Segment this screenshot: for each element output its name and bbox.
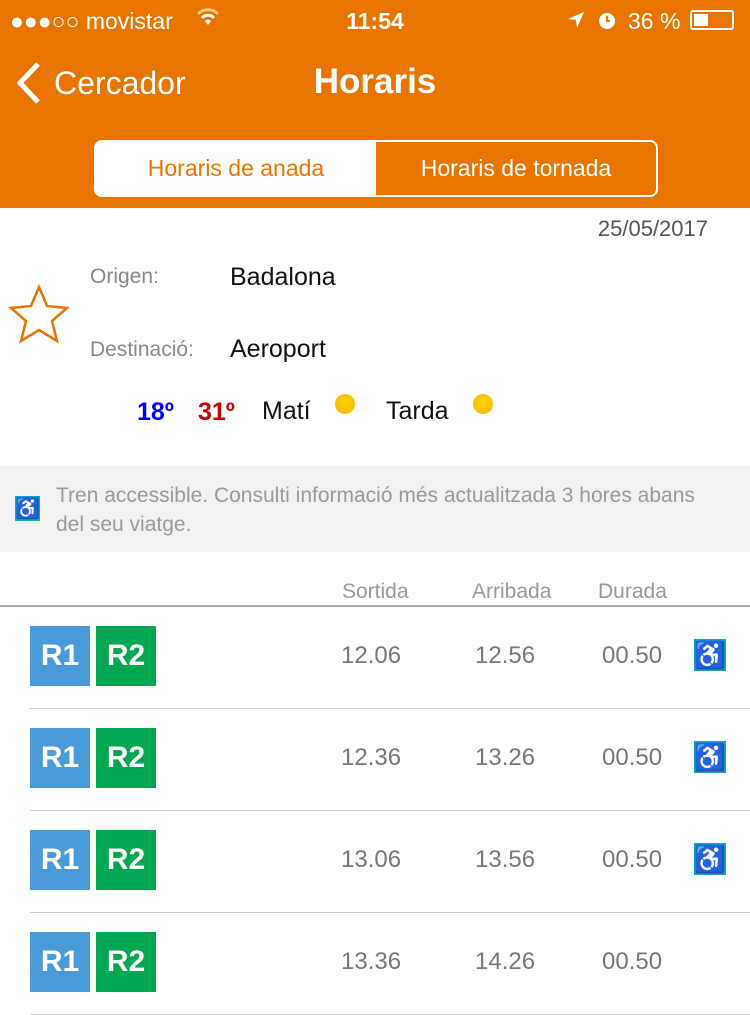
destination-label: Destinació: [90, 338, 194, 361]
header: ●●●○○ movistar 11:54 36 % Cercador Horar… [0, 0, 750, 208]
page-title: Horaris [313, 62, 437, 101]
divider [0, 605, 750, 607]
wheelchair-icon: ♿ [693, 843, 727, 875]
temp-max: 31º [198, 398, 235, 426]
departure-time: 12.36 [341, 744, 402, 771]
line-badge-r2: R2 [96, 932, 156, 992]
origin-value: Badalona [230, 263, 336, 291]
col-departure: Sortida [342, 580, 409, 603]
favorite-star-icon[interactable] [7, 283, 71, 351]
departure-time: 12.06 [341, 642, 402, 669]
battery-icon [690, 10, 734, 30]
battery-percent: 36 % [628, 8, 681, 34]
departure-time: 13.06 [341, 846, 402, 873]
departure-time: 13.36 [341, 948, 402, 975]
wheelchair-icon: ♿ [15, 496, 40, 521]
arrival-time: 13.26 [475, 744, 536, 771]
sun-icon [335, 394, 355, 414]
accessibility-notice: ♿ Tren accessible. Consulti informació m… [0, 466, 750, 552]
duration: 00.50 [602, 744, 663, 771]
table-row[interactable]: R1 R2 12.06 12.56 00.50 ♿ [0, 607, 750, 709]
duration: 00.50 [602, 642, 663, 669]
alarm-icon [596, 9, 618, 36]
line-badge-r2: R2 [96, 728, 156, 788]
col-duration: Durada [598, 580, 667, 603]
duration: 00.50 [602, 846, 663, 873]
afternoon-label: Tarda [386, 397, 449, 425]
line-badge-r1: R1 [30, 830, 90, 890]
back-button[interactable]: Cercador [14, 60, 186, 106]
direction-segmented-control: Horaris de anada Horaris de tornada [94, 140, 658, 197]
arrival-time: 12.56 [475, 642, 536, 669]
notice-text: Tren accessible. Consulti informació més… [56, 484, 695, 536]
line-badge-r1: R1 [30, 932, 90, 992]
duration: 00.50 [602, 948, 663, 975]
sun-icon [473, 394, 493, 414]
line-badge-r2: R2 [96, 830, 156, 890]
tab-anada[interactable]: Horaris de anada [96, 142, 376, 195]
line-badge-r1: R1 [30, 626, 90, 686]
clock: 11:54 [346, 8, 404, 34]
location-icon [566, 10, 586, 35]
chevron-left-icon [16, 62, 40, 104]
table-row[interactable]: R1 R2 13.36 14.26 00.50 [0, 913, 750, 1015]
table-row[interactable]: R1 R2 12.36 13.26 00.50 ♿ [0, 709, 750, 811]
col-arrival: Arribada [472, 580, 552, 603]
tab-tornada[interactable]: Horaris de tornada [420, 155, 612, 181]
line-badge-r1: R1 [30, 728, 90, 788]
temp-min: 18º [137, 398, 174, 426]
line-badge-r2: R2 [96, 626, 156, 686]
arrival-time: 14.26 [475, 948, 536, 975]
back-label: Cercador [54, 64, 186, 101]
date: 25/05/2017 [597, 216, 708, 241]
destination-value: Aeroport [230, 335, 326, 363]
table-row[interactable]: R1 R2 13.06 13.56 00.50 ♿ [0, 811, 750, 913]
arrival-time: 13.56 [475, 846, 536, 873]
carrier: ●●●○○ movistar [10, 8, 173, 34]
wheelchair-icon: ♿ [693, 639, 727, 671]
wifi-icon [196, 6, 220, 34]
origin-label: Origen: [90, 265, 159, 288]
morning-label: Matí [262, 397, 311, 425]
wheelchair-icon: ♿ [693, 741, 727, 773]
